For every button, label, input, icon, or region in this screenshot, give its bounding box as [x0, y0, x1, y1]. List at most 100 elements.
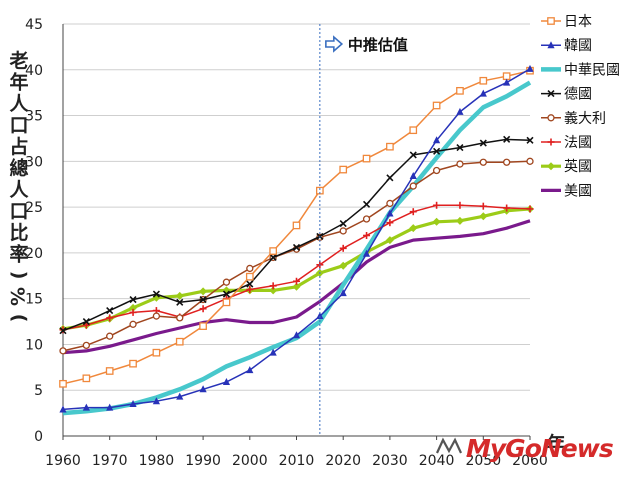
logo-text: MyGoNews	[466, 434, 613, 463]
data-point	[479, 202, 487, 210]
data-point	[503, 135, 511, 143]
logo-mark-icon	[436, 437, 462, 454]
data-point	[526, 157, 534, 165]
y-axis-label-char: 老	[9, 49, 28, 72]
series-line	[62, 219, 531, 355]
data-point	[386, 219, 394, 227]
data-point	[503, 78, 511, 86]
y-axis-label-char: 占	[9, 135, 28, 158]
data-point	[59, 347, 67, 355]
data-point	[386, 142, 394, 151]
data-point	[152, 290, 160, 298]
data-point	[409, 171, 417, 179]
y-axis-label-char: 年	[9, 71, 28, 94]
y-axis-label-char: 人	[9, 93, 29, 115]
y-tick-label: 10	[25, 337, 43, 353]
data-point	[246, 286, 254, 294]
data-point	[409, 224, 418, 233]
data-point	[59, 379, 67, 388]
data-point	[176, 298, 184, 306]
data-point	[455, 216, 464, 225]
legend-item: 法國	[541, 135, 592, 151]
data-point	[547, 17, 555, 25]
x-tick-label: 2020	[325, 453, 361, 469]
data-point	[547, 114, 555, 122]
legend-item: 中華民國	[541, 62, 620, 78]
data-point	[479, 139, 487, 147]
x-tick-label: 2030	[372, 453, 408, 469]
data-point	[176, 392, 184, 400]
series-美國	[62, 219, 531, 355]
data-point	[409, 182, 417, 190]
data-point	[433, 136, 441, 144]
y-tick-label: 20	[25, 246, 43, 262]
legend-item: 韓國	[541, 38, 592, 54]
y-axis-label-char: )	[8, 314, 30, 323]
x-tick-label: 1960	[45, 453, 81, 469]
data-point	[152, 397, 160, 405]
data-point	[339, 244, 347, 252]
data-point	[106, 314, 114, 322]
data-point	[82, 317, 90, 326]
data-point	[246, 264, 254, 273]
data-point	[129, 308, 137, 316]
watermark-logo: MyGoNews	[436, 434, 614, 463]
data-point	[526, 136, 534, 144]
data-point	[362, 215, 371, 223]
data-point	[479, 89, 487, 97]
data-point	[432, 217, 441, 226]
data-point	[129, 296, 137, 304]
x-tick-label: 2040	[419, 453, 455, 469]
data-point	[269, 282, 277, 290]
y-tick-label: 35	[25, 109, 43, 125]
legend-label: 義大利	[564, 110, 606, 127]
data-point	[152, 348, 161, 357]
series-lines	[59, 64, 534, 416]
data-point	[547, 90, 555, 98]
data-point	[129, 320, 137, 328]
legend-label: 日本	[564, 14, 592, 30]
data-point	[269, 247, 278, 255]
mygonews-logo: MyGoNews	[436, 434, 614, 463]
data-point	[82, 341, 90, 350]
data-point	[293, 277, 300, 285]
arrow-icon	[325, 35, 344, 53]
data-point	[362, 154, 371, 163]
data-point	[503, 204, 511, 212]
series-日本	[59, 66, 534, 388]
series-德國	[59, 135, 534, 335]
data-point	[362, 200, 371, 208]
data-point	[316, 312, 324, 320]
data-point	[129, 399, 137, 407]
axes: 0 5 10 15 20 25 30 35 40 45 1960 1970 1980 1990 2000 20…	[25, 17, 565, 469]
legend-item: 美國	[541, 183, 592, 199]
data-point	[409, 151, 417, 159]
x-tick-label: 2000	[232, 453, 268, 469]
projection-label: 中推估值	[348, 36, 408, 54]
data-point	[456, 144, 464, 152]
data-point	[269, 253, 277, 262]
legend-label: 韓國	[564, 38, 592, 54]
x-tick-label: 2060	[512, 453, 548, 469]
data-point	[479, 158, 487, 166]
legend-label: 中華民國	[564, 62, 620, 78]
y-tick-label: 40	[25, 63, 43, 79]
x-tick-label: 1990	[185, 453, 221, 469]
data-point	[82, 403, 90, 411]
data-point	[432, 166, 441, 175]
data-point	[82, 374, 91, 383]
data-point	[59, 327, 67, 335]
data-point	[292, 282, 301, 291]
legend-item: 德國	[541, 87, 592, 103]
data-point	[222, 377, 231, 385]
data-point	[386, 209, 394, 217]
data-point	[292, 221, 301, 230]
y-tick-label: 30	[25, 154, 43, 170]
y-axis-label-char: 口	[9, 115, 28, 137]
data-point	[362, 249, 371, 257]
data-point	[456, 107, 464, 115]
